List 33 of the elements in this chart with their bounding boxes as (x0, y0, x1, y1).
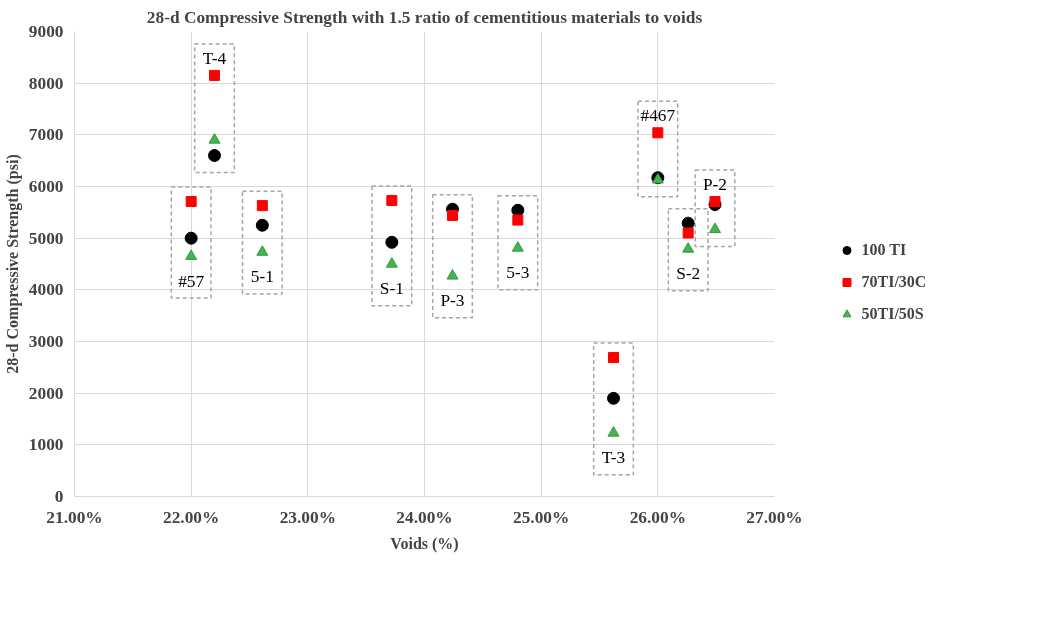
annotation: T-3 (601, 448, 626, 468)
annotation: P-2 (702, 174, 728, 194)
y-tick-label: 6000 (28, 177, 64, 196)
annotation: #467 (640, 106, 676, 126)
x-tick-label: 27.00% (746, 507, 803, 527)
x-tick-label: 25.00% (513, 507, 570, 527)
x-tick-label: 22.00% (163, 507, 220, 527)
annotation: 5-3 (506, 263, 530, 283)
y-tick-label: 5000 (28, 228, 64, 248)
annotation: P-3 (440, 291, 465, 311)
x-axis-title: Voids (%) (390, 534, 459, 553)
annotation: S-1 (379, 279, 404, 299)
y-tick-label: 7000 (28, 125, 64, 145)
annotation: 5-1 (250, 267, 274, 287)
legend-label: 70TI/30C (861, 272, 928, 291)
x-tick-label: 26.00% (629, 507, 686, 527)
y-tick-label: 0 (54, 487, 64, 506)
x-tick-label: 24.00% (396, 507, 453, 527)
x-tick-label: 21.00% (46, 507, 103, 527)
y-tick-label: 9000 (28, 22, 64, 41)
legend-label: 100 TI (861, 240, 908, 259)
annotation: T-4 (202, 48, 227, 68)
legend-label: 50TI/50S (861, 304, 925, 323)
y-tick-label: 3000 (28, 332, 64, 351)
y-tick-label: 2000 (28, 383, 64, 403)
chart-title: 28-d Compressive Strength with 1.5 ratio of cementitious materials to voids (146, 7, 703, 27)
y-tick-label: 1000 (28, 435, 64, 455)
y-tick-label: 8000 (28, 73, 64, 93)
y-tick-label: 4000 (28, 280, 64, 300)
annotation: #57 (178, 271, 205, 291)
x-tick-label: 23.00% (279, 507, 336, 527)
annotation: S-2 (676, 264, 701, 284)
y-axis-title: 28-d Compressive Strength (psi) (3, 154, 22, 374)
